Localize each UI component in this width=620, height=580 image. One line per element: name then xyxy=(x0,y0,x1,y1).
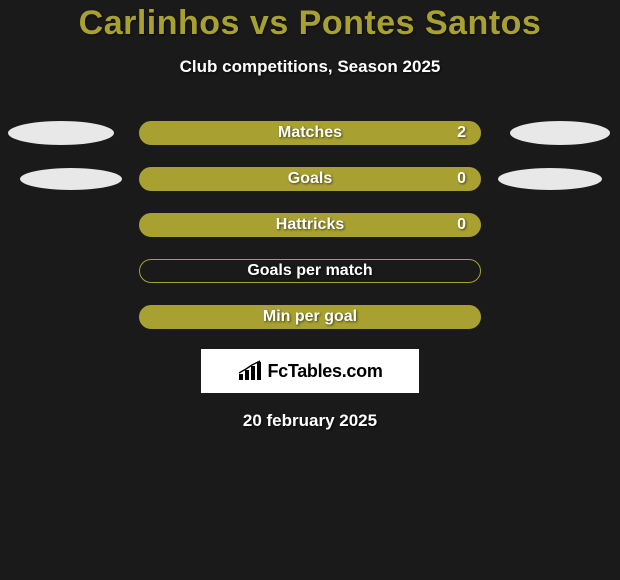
stat-value: 0 xyxy=(457,170,466,188)
right-oval xyxy=(510,121,610,145)
stat-label: Hattricks xyxy=(276,216,344,234)
stat-bar: Goals 0 xyxy=(139,167,481,191)
stat-row: Goals per match xyxy=(0,259,620,283)
stat-bar: Hattricks 0 xyxy=(139,213,481,237)
stat-bar: Min per goal xyxy=(139,305,481,329)
stat-value: 0 xyxy=(457,216,466,234)
stat-rows: Matches 2 Goals 0 Hattricks 0 Goals per match M… xyxy=(0,121,620,329)
comparison-card: Carlinhos vs Pontes Santos Club competit… xyxy=(0,0,620,431)
stat-row: Hattricks 0 xyxy=(0,213,620,237)
left-oval xyxy=(20,168,122,190)
bar-chart-icon xyxy=(237,360,263,382)
stat-row: Matches 2 xyxy=(0,121,620,145)
stat-label: Min per goal xyxy=(263,308,357,326)
stat-row: Min per goal xyxy=(0,305,620,329)
logo-box: FcTables.com xyxy=(201,349,419,393)
stat-bar: Matches 2 xyxy=(139,121,481,145)
stat-label: Goals xyxy=(288,170,332,188)
logo-text: FcTables.com xyxy=(267,361,382,382)
stat-value: 2 xyxy=(457,124,466,142)
footer-date: 20 february 2025 xyxy=(0,411,620,431)
page-title: Carlinhos vs Pontes Santos xyxy=(0,4,620,43)
left-oval xyxy=(8,121,114,145)
right-oval xyxy=(498,168,602,190)
stat-bar: Goals per match xyxy=(139,259,481,283)
stat-row: Goals 0 xyxy=(0,167,620,191)
stat-label: Goals per match xyxy=(247,262,372,280)
stat-label: Matches xyxy=(278,124,342,142)
page-subtitle: Club competitions, Season 2025 xyxy=(0,57,620,77)
